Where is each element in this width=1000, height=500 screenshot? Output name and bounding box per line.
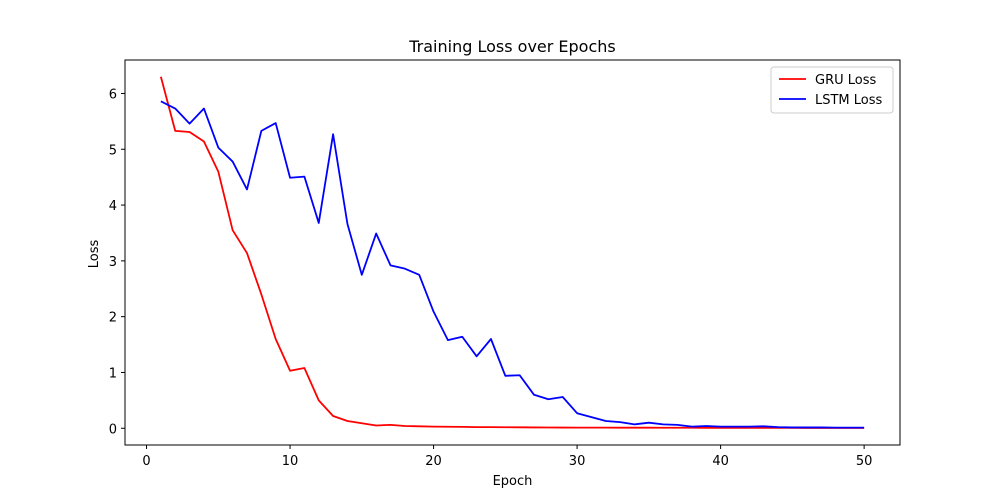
legend-label: GRU Loss [815,73,876,88]
x-tick-label: 10 [282,454,299,469]
y-tick-label: 4 [109,199,117,214]
x-tick-label: 0 [142,454,150,469]
legend-label: LSTM Loss [815,93,883,108]
chart-title: Training Loss over Epochs [408,37,616,56]
y-tick-label: 2 [109,311,117,326]
x-tick-label: 50 [856,454,873,469]
x-tick-label: 20 [425,454,442,469]
x-tick-label: 40 [712,454,729,469]
y-tick-label: 6 [109,87,117,102]
legend: GRU Loss LSTM Loss [770,66,894,114]
x-axis-label: Epoch [493,474,533,489]
y-axis-label: Loss [87,240,102,269]
series-line-lstm-loss [160,100,865,429]
y-tick-label: 0 [109,422,117,437]
series-line-gru-loss [160,76,865,429]
axes-frame [124,59,901,446]
axes-layer: 0 10 20 30 40 50 0 1 2 3 4 5 6 [109,59,901,469]
y-tick-label: 3 [109,255,117,270]
series-layer [160,76,865,429]
y-tick-label: 1 [109,366,117,381]
x-tick-label: 30 [569,454,586,469]
y-tick-label: 5 [109,143,117,158]
